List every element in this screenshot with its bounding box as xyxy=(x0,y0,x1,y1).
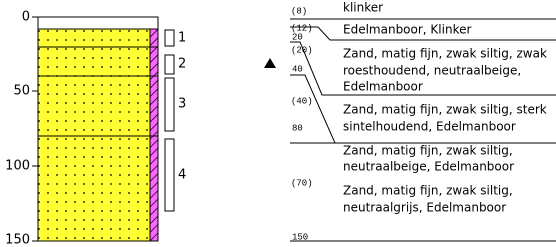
depth-mark: 80 xyxy=(292,123,303,133)
sample-box xyxy=(165,55,174,74)
page: 0 50 100 150 1 2 3 4 (8) (12) 20 (20) 40… xyxy=(0,0,556,247)
description: klinker xyxy=(343,1,383,15)
sample-number: 4 xyxy=(178,168,186,183)
sample-number: 3 xyxy=(178,97,186,112)
sample-box xyxy=(165,78,174,131)
description: Zand, matig fijn, zwak siltig, xyxy=(343,184,513,198)
hatch-strip xyxy=(150,29,158,241)
description: sintelhoudend, Edelmanboor xyxy=(343,120,516,134)
description: roesthoudend, neutraalbeige, xyxy=(343,64,521,78)
depth-tick: 0 xyxy=(22,10,30,25)
depth-mark: 40 xyxy=(292,64,303,74)
description: Edelmanboor, Klinker xyxy=(343,23,471,37)
depth-label: (8) xyxy=(291,6,307,16)
description: Edelmanboor xyxy=(343,80,423,94)
description: neutraalgrijs, Edelmanboor xyxy=(343,201,506,215)
water-level xyxy=(264,58,276,68)
depth-label: (70) xyxy=(291,178,313,188)
description: Zand, matig fijn, zwak siltig, sterk xyxy=(343,103,547,117)
sample-box xyxy=(165,139,174,211)
description: Zand, matig fijn, zwak siltig, xyxy=(343,144,513,158)
depth-tick: 50 xyxy=(13,84,30,99)
depth-label: (20) xyxy=(291,45,313,55)
sample-number: 2 xyxy=(178,57,186,72)
klinker-layer xyxy=(38,17,158,29)
description: Zand, matig fijn, zwak siltig, zwak xyxy=(343,47,547,61)
description: neutraalbeige, Edelmanboor xyxy=(343,160,514,174)
borehole-log: 0 50 100 150 1 2 3 4 (8) (12) 20 (20) 40… xyxy=(0,0,556,247)
depth-label: (40) xyxy=(291,96,313,106)
sample-box xyxy=(165,30,174,46)
depth-mark: 20 xyxy=(292,32,303,42)
depth-tick: 100 xyxy=(5,159,30,174)
depth-mark: 150 xyxy=(292,232,308,242)
sample-number: 1 xyxy=(178,31,186,46)
depth-tick: 150 xyxy=(5,233,30,247)
sand-layer xyxy=(38,29,150,241)
